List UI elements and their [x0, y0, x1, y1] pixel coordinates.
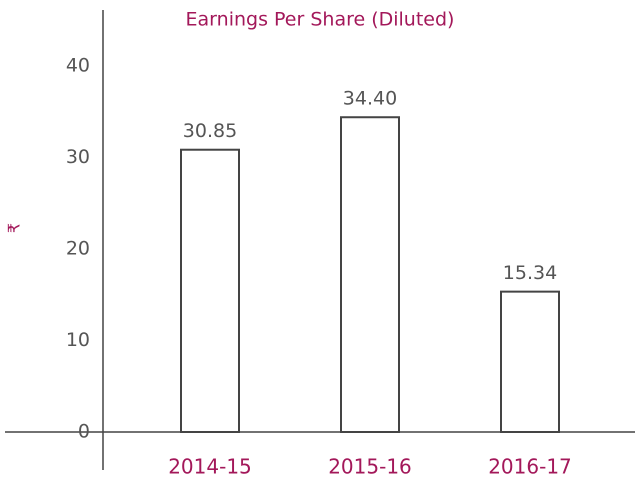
value-label: 15.34: [503, 262, 557, 284]
x-tick-label: 2015-16: [328, 455, 412, 479]
value-label: 34.40: [343, 88, 397, 110]
y-tick-label: 40: [66, 55, 90, 77]
x-tick-label: 2016-17: [488, 455, 572, 479]
x-tick-label: 2014-15: [168, 455, 252, 479]
y-tick-label: 30: [66, 146, 90, 168]
chart-title: Earnings Per Share (Diluted): [186, 9, 455, 31]
y-tick-label: 10: [66, 329, 90, 351]
value-label: 30.85: [183, 120, 237, 142]
y-tick-label: 20: [66, 238, 90, 260]
y-axis-label: ₹: [5, 223, 24, 233]
bar: [500, 290, 560, 433]
y-tick-label: 0: [78, 421, 90, 443]
bar: [340, 116, 400, 434]
bar: [180, 148, 240, 433]
